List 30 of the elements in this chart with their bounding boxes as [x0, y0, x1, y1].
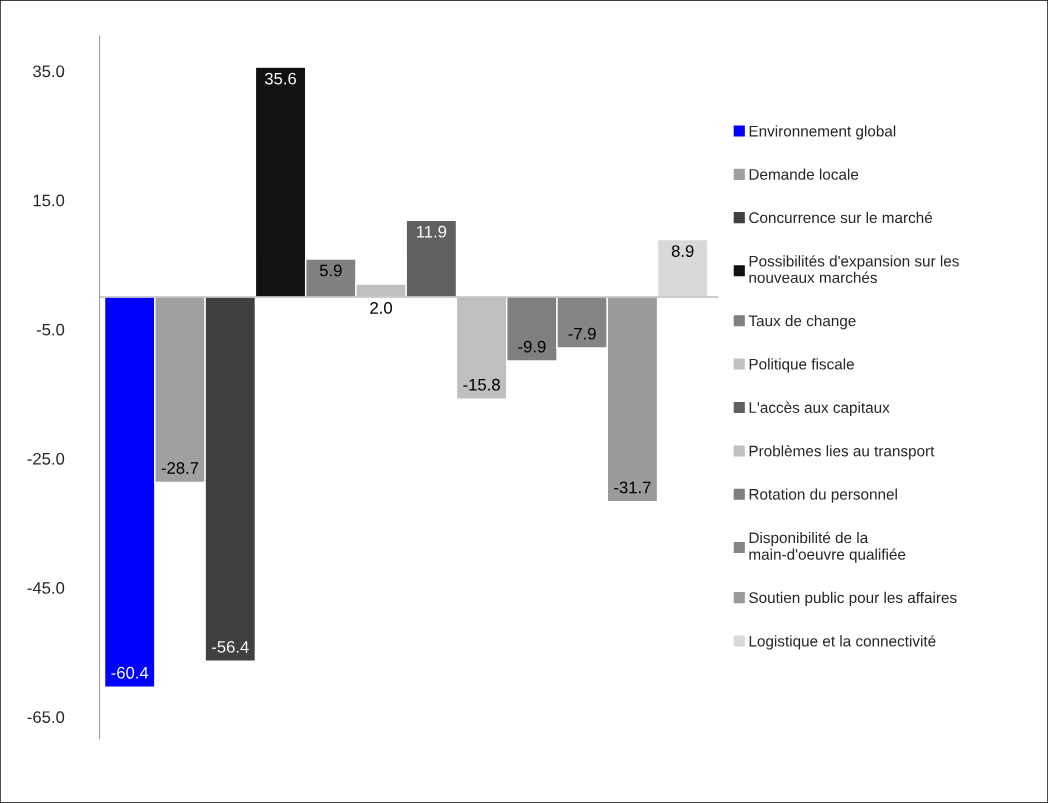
legend-label: Disponibilité de la main-d'oeuvre qualifiée — [749, 531, 906, 563]
legend-label: Environnement global — [749, 125, 896, 140]
data-label: -7.9 — [568, 327, 596, 340]
legend-label: Rotation du personnel — [749, 488, 897, 503]
legend-label: Soutien public pour les affaires — [749, 591, 957, 607]
y-tick-label: -65.0 — [27, 711, 65, 724]
data-label: 8.9 — [671, 245, 694, 257]
y-tick-label: 35.0 — [33, 65, 65, 78]
data-label: -60.4 — [111, 666, 149, 679]
legend-label: Taux de change — [748, 315, 856, 330]
legend-label: Problèmes lies au transport — [749, 445, 935, 460]
data-label: 5.9 — [319, 264, 342, 277]
y-tick-label: -45.0 — [27, 582, 65, 594]
data-label: -56.4 — [212, 641, 249, 653]
data-label: -31.7 — [614, 481, 651, 494]
y-tick-label: 15.0 — [33, 194, 65, 207]
y-tick-label: -5.0 — [36, 323, 65, 336]
legend-label: Politique fiscale — [749, 358, 854, 373]
legend-label: Possibilités d'expansion sur les nouveaux marchés — [749, 255, 959, 283]
legend-label: Logistique et la connectivité — [749, 635, 936, 650]
data-label: -28.7 — [161, 462, 199, 474]
data-label: -15.8 — [463, 378, 500, 391]
legend-label: Demande locale — [749, 168, 859, 180]
data-label: 11.9 — [417, 225, 447, 238]
data-label: 35.6 — [264, 72, 297, 85]
data-label: 2.0 — [370, 302, 393, 314]
legend-label: Concurrence sur le marché — [749, 211, 933, 224]
data-label: -9.9 — [518, 340, 546, 353]
y-tick-label: -25.0 — [27, 452, 65, 465]
legend-label: L'accès aux capitaux — [749, 401, 890, 417]
